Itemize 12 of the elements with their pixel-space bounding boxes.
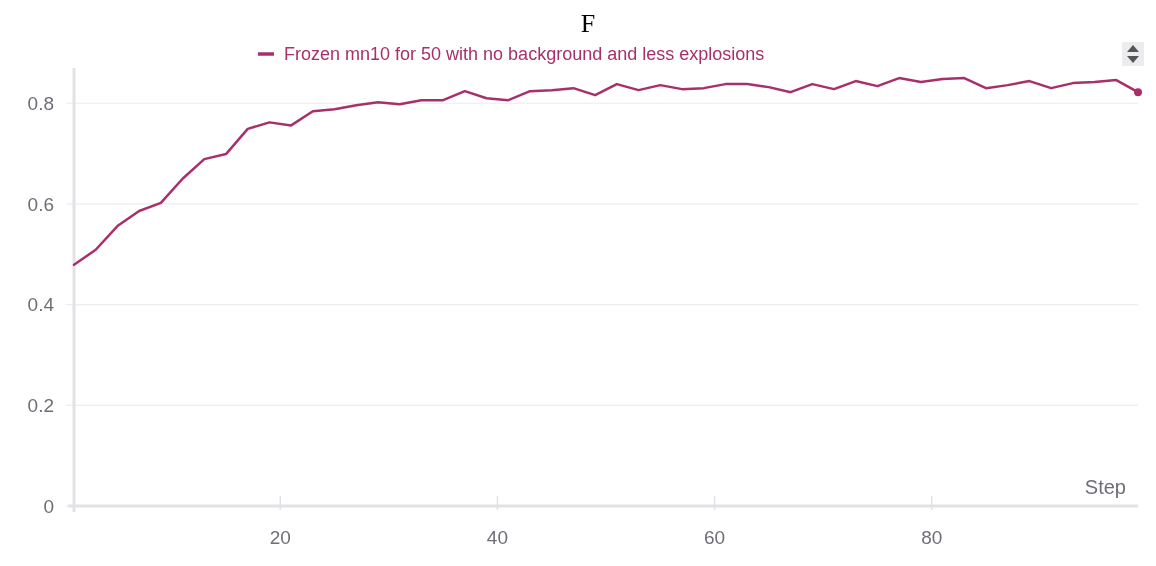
y-tick-label: 0.2 — [27, 394, 54, 416]
y-tick-label: 0.6 — [27, 193, 54, 215]
x-tick-label: 60 — [704, 527, 726, 548]
legend-label: Frozen mn10 for 50 with no background and less explosions — [284, 44, 765, 65]
chart-title: F — [580, 9, 596, 38]
x-tick-label: 20 — [269, 527, 291, 548]
y-tick-label: 0.4 — [27, 294, 55, 316]
y-tick-label: 0.8 — [27, 92, 54, 114]
x-tick-label: 80 — [921, 527, 943, 548]
x-tick-label: 40 — [486, 527, 508, 548]
x-axis-title: Step — [1084, 476, 1126, 498]
y-tick-label: 0 — [43, 495, 54, 517]
